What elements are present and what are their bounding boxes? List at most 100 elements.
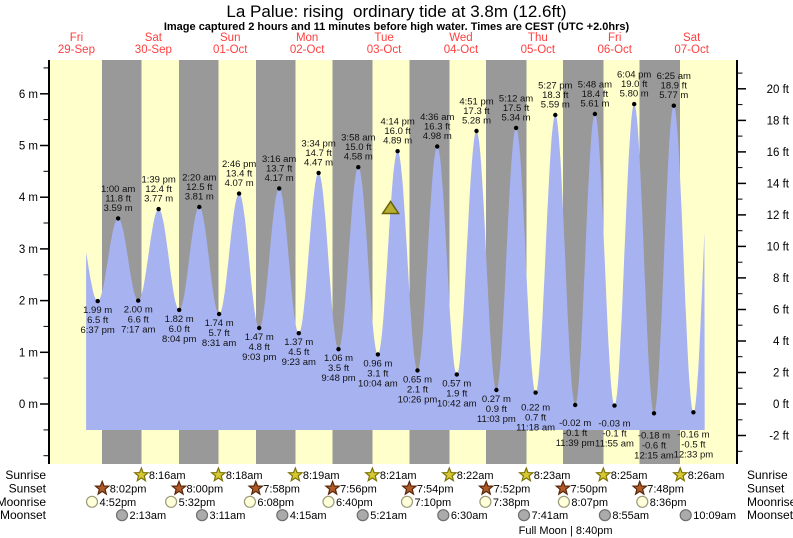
left-axis-tick-label: 0 m	[19, 399, 38, 411]
astro-time-label: 5:21am	[370, 510, 407, 522]
low-tide-time: 12:15 am	[634, 450, 674, 461]
astro-time-label: 3:11am	[209, 510, 245, 522]
day-date-label: 03-Oct	[367, 44, 402, 56]
right-axis-tick-label: 6 ft	[773, 304, 790, 316]
day-date-label: 04-Oct	[444, 44, 479, 56]
high-tide-ft: 15.0 ft	[345, 142, 372, 153]
sunrise-star	[210, 466, 227, 483]
low-tide-m: 0.22 m	[521, 403, 550, 414]
astro-time-label: 7:56pm	[340, 483, 377, 495]
tide-area	[86, 104, 705, 430]
low-tide-m: -0.18 m	[638, 430, 670, 441]
astro-row-label-left: Sunset	[9, 481, 47, 495]
high-tide-dot	[474, 128, 479, 134]
low-tide-m: -0.02 m	[559, 418, 591, 429]
high-tide-time: 6:25 am	[657, 71, 691, 82]
low-tide-time: 11:55 am	[595, 439, 634, 450]
high-tide-ft: 17.5 ft	[503, 103, 530, 114]
low-tide-ft: 0.9 ft	[486, 404, 507, 415]
sunrise-star	[517, 466, 535, 483]
high-tide-ft: 18.3 ft	[542, 90, 569, 101]
right-axis-tick-label: 4 ft	[773, 336, 790, 348]
low-tide-m: -0.16 m	[677, 429, 709, 440]
high-tide-ft: 18.9 ft	[661, 81, 688, 92]
low-tide-m: 1.82 m	[165, 314, 194, 325]
low-tide-ft: 2.1 ft	[407, 384, 428, 395]
high-tide-time: 3:58 am	[341, 133, 375, 144]
high-tide-time: 5:48 am	[578, 79, 612, 90]
moonset-circle	[517, 509, 531, 522]
astro-row-label-right: Moonset	[747, 508, 793, 522]
low-tide-ft: 4.5 ft	[288, 347, 309, 358]
high-tide-dot	[435, 144, 440, 149]
astro-time-label: 8:22am	[457, 470, 494, 482]
low-tide-dot	[454, 372, 459, 377]
day-label: Fri	[608, 32, 621, 44]
low-tide-ft: -0.6 ft	[642, 440, 667, 451]
day-label: Fri	[70, 32, 83, 44]
moonset-circle	[115, 509, 129, 522]
high-tide-m: 4.89 m	[383, 136, 412, 147]
sunrise-star	[364, 466, 381, 483]
low-tide-time: 7:17 am	[121, 325, 155, 336]
high-tide-time: 4:14 pm	[380, 117, 414, 128]
low-tide-dot	[691, 410, 696, 415]
high-tide-m: 5.77 m	[659, 90, 688, 101]
astro-time-label: 7:54pm	[417, 483, 454, 495]
high-tide-dot	[197, 204, 202, 210]
high-tide-dot	[156, 206, 161, 212]
low-tide-time: 9:23 am	[282, 357, 316, 368]
low-tide-time: 11:18 am	[516, 423, 555, 434]
astro-time-label: 2:13am	[130, 510, 167, 522]
astro-time-label: 4:15am	[290, 510, 327, 522]
left-axis-tick-label: 1 m	[19, 347, 38, 359]
high-tide-m: 5.28 m	[462, 116, 491, 127]
day-label: Sun	[220, 32, 240, 44]
low-tide-time: 11:03 pm	[477, 414, 516, 425]
high-tide-dot	[632, 101, 637, 107]
right-axis-tick-label: 8 ft	[773, 273, 790, 285]
low-tide-ft: -0.1 ft	[602, 429, 627, 440]
low-tide-dot	[177, 307, 182, 313]
low-tide-dot	[216, 311, 222, 317]
low-tide-dot	[296, 331, 301, 336]
low-tide-m: 1.47 m	[245, 332, 274, 343]
astro-time-label: 7:58pm	[263, 483, 300, 495]
low-tide-ft: 1.9 ft	[446, 389, 467, 400]
high-tide-ft: 12.4 ft	[145, 184, 172, 195]
right-axis-tick-label: 20 ft	[767, 84, 790, 96]
astro-time-label: 6:40pm	[336, 497, 373, 509]
low-tide-time: 11:39 pm	[556, 438, 595, 449]
moonset-circle	[437, 509, 450, 522]
right-axis-tick-label: 16 ft	[767, 147, 790, 159]
low-tide-time: 8:31 am	[202, 338, 236, 349]
moonrise-circle	[243, 495, 256, 508]
astro-time-label: 7:52pm	[494, 483, 531, 495]
astro-row-label-left: Moonrise	[0, 495, 46, 509]
low-tide-m: 1.74 m	[205, 318, 234, 329]
astro-row-label-right: Moonrise	[747, 495, 793, 509]
high-tide-time: 4:51 pm	[459, 97, 493, 108]
high-tide-time: 1:00 am	[101, 184, 135, 195]
high-tide-m: 3.81 m	[185, 192, 214, 203]
sunrise-star	[133, 466, 150, 483]
high-tide-ft: 17.3 ft	[463, 106, 490, 117]
sunset-star	[247, 479, 265, 496]
low-tide-ft: 0.7 ft	[525, 413, 546, 424]
moonrise-circle	[400, 495, 414, 508]
day-label: Wed	[449, 32, 472, 44]
high-tide-m: 5.80 m	[620, 89, 649, 100]
low-tide-time: 9:48 pm	[321, 373, 355, 384]
low-tide-m: 1.99 m	[83, 305, 112, 316]
high-tide-m: 4.98 m	[423, 131, 452, 142]
low-tide-dot	[336, 347, 341, 352]
high-tide-time: 6:04 pm	[617, 70, 651, 81]
sunset-star	[477, 479, 495, 496]
astro-time-label: 8:07pm	[571, 497, 608, 509]
day-date-label: 30-Sep	[135, 44, 172, 56]
sunset-star	[170, 479, 188, 496]
high-tide-dot	[316, 170, 321, 176]
sunrise-star	[594, 466, 612, 483]
high-tide-dot	[236, 191, 242, 196]
left-axis-tick-label: 5 m	[19, 141, 38, 153]
